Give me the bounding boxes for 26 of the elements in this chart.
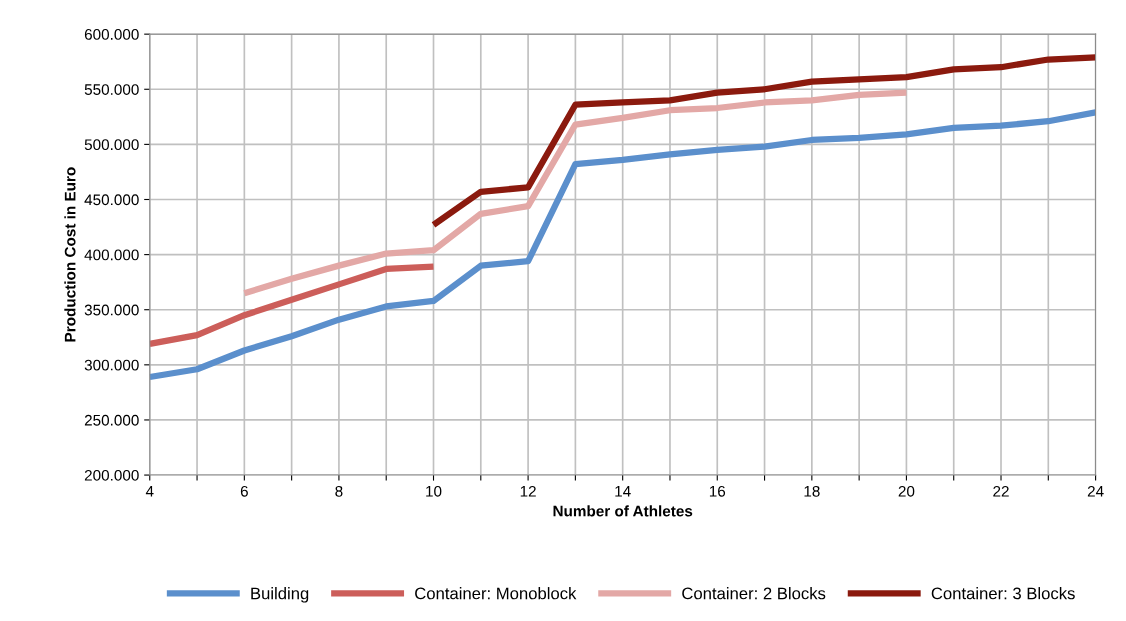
x-tick-label: 6: [240, 485, 248, 497]
y-tick-label: 500.000: [84, 139, 139, 151]
x-axis-title: Number of Athletes: [553, 505, 693, 517]
legend-label: Container: 2 Blocks: [682, 587, 826, 600]
y-tick-label: 550.000: [84, 84, 139, 95]
y-axis-title: Production Cost in Euro: [64, 167, 76, 342]
x-tick-label: 4: [145, 486, 154, 497]
y-tick-label: 250.000: [84, 414, 139, 426]
y-tick-label: 600.000: [84, 29, 139, 40]
legend-label: Container: Monoblock: [415, 587, 577, 600]
x-tick-label: 18: [804, 485, 820, 497]
y-tick-label: 400.000: [84, 249, 139, 261]
x-tick-label: 20: [898, 485, 915, 497]
y-tick-label: 200.000: [84, 469, 139, 481]
x-tick-label: 10: [426, 485, 442, 497]
x-tick-label: 22: [993, 485, 1009, 497]
x-tick-label: 12: [520, 485, 536, 497]
legend-label: Container: 3 Blocks: [931, 587, 1075, 600]
x-tick-label: 16: [709, 485, 726, 497]
y-tick-label: 350.000: [84, 304, 139, 316]
x-tick-label: 8: [335, 485, 343, 497]
x-tick-label: 24: [1087, 485, 1104, 497]
legend-label: Building: [251, 587, 309, 603]
y-tick-label: 300.000: [84, 359, 139, 371]
y-tick-label: 450.000: [84, 194, 139, 206]
x-tick-label: 14: [615, 486, 631, 497]
